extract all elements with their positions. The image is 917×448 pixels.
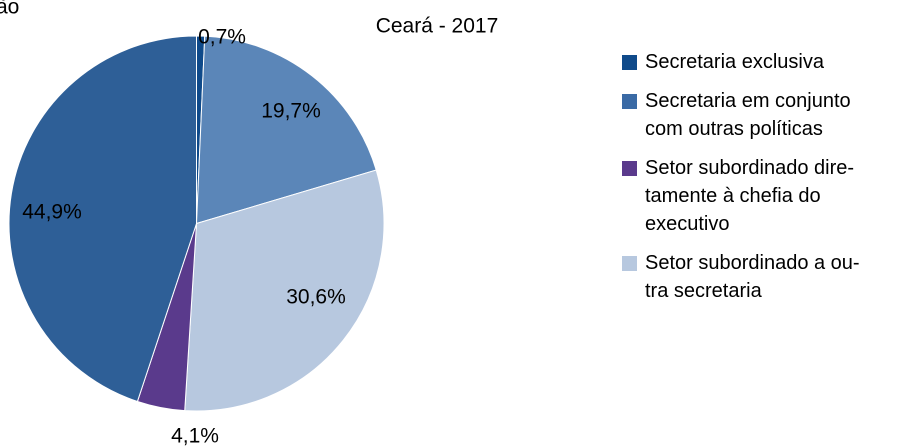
legend-item: Secretaria em conjunto com outras políti… (622, 87, 860, 143)
legend-label: Secretaria exclusiva (645, 51, 824, 73)
pie-slice (184, 169, 385, 412)
data-label: 0,7% (198, 26, 246, 49)
legend-item: Setor subordinado dire- tamente à chefia… (622, 154, 860, 238)
data-label: 4,1% (171, 425, 219, 448)
legend-swatch (622, 256, 637, 271)
data-label: 30,6% (286, 286, 346, 309)
pie-slice (8, 35, 197, 403)
data-label: 44,9% (22, 201, 82, 224)
legend: Secretaria exclusiva Secretaria em conjun… (622, 48, 860, 316)
legend-swatch (622, 55, 637, 70)
legend-item: Setor subordinado a ou- tra secretaria (622, 249, 860, 305)
corner-text: ão (0, 0, 19, 19)
legend-label: Setor subordinado dire- tamente à chefia… (645, 157, 855, 235)
chart-title: Ceará - 2017 (376, 15, 499, 38)
pie-slice (195, 35, 377, 225)
data-label: 19,7% (261, 100, 321, 123)
legend-label: Secretaria em conjunto com outras políti… (645, 90, 851, 140)
legend-item: Secretaria exclusiva (622, 48, 860, 76)
legend-swatch (622, 161, 637, 176)
legend-swatch (622, 94, 637, 109)
legend-label: Setor subordinado a ou- tra secretaria (645, 252, 860, 302)
